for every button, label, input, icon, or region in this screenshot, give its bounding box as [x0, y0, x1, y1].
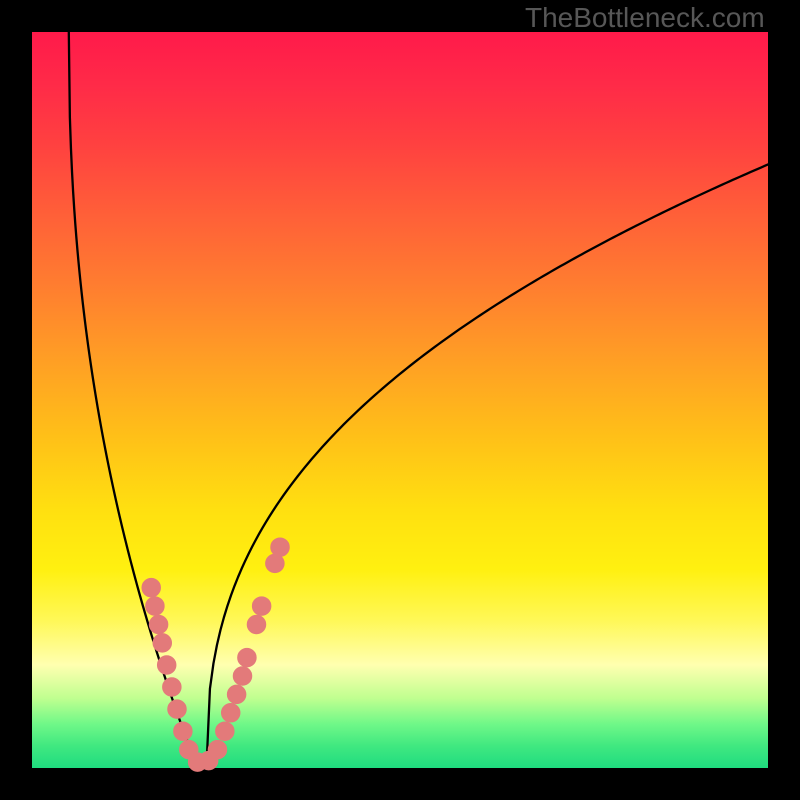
scatter-point	[222, 704, 240, 722]
chart-svg	[0, 0, 800, 800]
scatter-point	[228, 685, 246, 703]
scatter-point	[238, 649, 256, 667]
scatter-point	[234, 667, 252, 685]
scatter-point	[158, 656, 176, 674]
watermark-text: TheBottleneck.com	[525, 2, 765, 34]
scatter-point	[271, 538, 289, 556]
scatter-point	[146, 597, 164, 615]
chart-container: TheBottleneck.com	[0, 0, 800, 800]
scatter-point	[247, 615, 265, 633]
scatter-point	[163, 678, 181, 696]
scatter-point	[266, 554, 284, 572]
scatter-point	[142, 579, 160, 597]
scatter-point	[174, 722, 192, 740]
scatter-point	[168, 700, 186, 718]
scatter-point	[253, 597, 271, 615]
scatter-point	[208, 741, 226, 759]
scatter-point	[150, 615, 168, 633]
gradient-background	[32, 32, 768, 768]
scatter-point	[153, 634, 171, 652]
scatter-point	[216, 722, 234, 740]
